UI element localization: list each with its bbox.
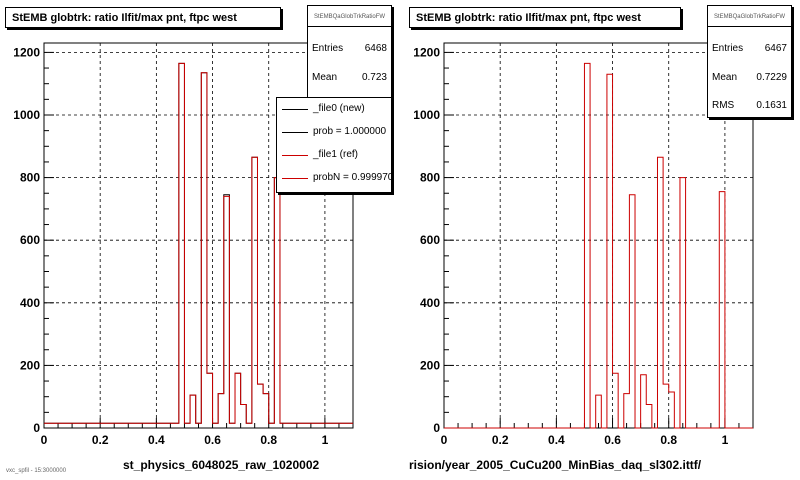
- legend-text-file1: _file1 (ref): [313, 149, 359, 160]
- left-x-axis-title: st_physics_6048025_raw_1020002: [123, 458, 320, 472]
- right-y-tick-label: 600: [420, 233, 440, 247]
- left-x-tick-label: 0.4: [148, 433, 165, 447]
- left-y-tick-label: 600: [20, 233, 40, 247]
- right-y-tick-label: 800: [420, 171, 440, 185]
- right-y-tick-label: 1200: [413, 45, 440, 59]
- left-x-tick-label: 0.6: [204, 433, 221, 447]
- right-y-tick-label: 400: [420, 296, 440, 310]
- left-histogram-pad: 0 200 400 600 800 1000 1200 0 0.2 0.4 0.6 0.8 1 StEM…: [5, 5, 392, 472]
- right-plot-title: StEMB globtrk: ratio Ilfit/max pnt, ftpc…: [409, 7, 681, 28]
- left-x-tick-label: 0.2: [92, 433, 109, 447]
- right-x-tick-label: 0.2: [492, 433, 509, 447]
- legend-line-file1: [282, 155, 308, 156]
- legend-line-probn: [282, 178, 308, 179]
- legend-line-file0: [282, 109, 308, 110]
- legend-line-prob: [282, 132, 308, 133]
- right-stats-mean-value: 0.7229: [756, 72, 787, 83]
- left-stats-entries-value: 6468: [364, 43, 387, 54]
- left-stats-entries-label: Entries: [312, 43, 344, 54]
- left-y-tick-label: 400: [20, 296, 40, 310]
- right-stats-rms-value: 0.1631: [756, 100, 787, 111]
- right-stats-rms-label: RMS: [712, 100, 735, 111]
- right-histogram-pad: 0 200 400 600 800 1000 1200 0 0.2 0.4 0.6 0.8 1 StEM…: [400, 0, 800, 480]
- legend-text-probn: probN = 0.999970: [313, 172, 392, 183]
- right-stats-entries-row: Entries 6467: [712, 43, 787, 54]
- legend-box: _file0 (new) prob = 1.000000 _file1 (ref…: [276, 97, 392, 193]
- footnote-text: vxc_spfil - 15:3000000: [6, 468, 67, 474]
- right-y-tick-label: 0: [433, 421, 440, 435]
- left-y-tick-label: 1000: [13, 108, 40, 122]
- left-stats-mean-label: Mean: [312, 72, 338, 83]
- right-x-axis-title: rision/year_2005_CuCu200_MinBias_daq_sl3…: [409, 458, 702, 472]
- left-x-tick-label: 1: [322, 433, 329, 447]
- right-x-tick-label: 0.8: [660, 433, 677, 447]
- right-x-tick-label: 1: [722, 433, 729, 447]
- right-x-tick-label: 0.4: [548, 433, 565, 447]
- right-stats-header: StEMBQaGlobTrkRatioFW: [708, 6, 791, 27]
- left-y-tick-label: 1200: [13, 45, 40, 59]
- left-plot-title: StEMB globtrk: ratio Ilfit/max pnt, ftpc…: [5, 7, 281, 28]
- legend-entry-file0: _file0 (new): [277, 98, 391, 121]
- left-stats-header: StEMBQaGlobTrkRatioFW: [308, 6, 391, 27]
- right-histogram-plot: 0 200 400 600 800 1000 1200 0 0.2 0.4 0.6 0.8 1: [413, 42, 754, 447]
- right-series-0-histogram-line: [444, 62, 753, 429]
- right-stats-mean-label: Mean: [712, 72, 738, 83]
- left-x-tick-label: 0.8: [260, 433, 277, 447]
- legend-entry-file1: _file1 (ref): [277, 144, 391, 167]
- legend-text-prob: prob = 1.000000: [313, 126, 387, 137]
- right-stats-rms-row: RMS 0.1631: [712, 100, 787, 111]
- right-x-tick-label: 0: [441, 433, 448, 447]
- left-y-tick-label: 200: [20, 358, 40, 372]
- left-x-tick-label: 0: [41, 433, 48, 447]
- right-y-tick-label: 1000: [413, 108, 440, 122]
- right-stats-mean-row: Mean 0.7229: [712, 72, 787, 83]
- left-series-1-histogram-line: [44, 62, 353, 424]
- left-stats-mean-row: Mean 0.723: [312, 72, 387, 83]
- left-histogram-plot: 0 200 400 600 800 1000 1200 0 0.2 0.4 0.6 0.8 1: [13, 42, 354, 447]
- right-stats-entries-label: Entries: [712, 43, 744, 54]
- left-y-tick-label: 0: [33, 421, 40, 435]
- right-x-tick-label: 0.6: [604, 433, 621, 447]
- right-stats-entries-value: 6467: [764, 43, 787, 54]
- left-stats-entries-row: Entries 6468: [312, 43, 387, 54]
- right-stats-box: StEMBQaGlobTrkRatioFW Entries 6467 Mean …: [707, 5, 792, 118]
- legend-entry-prob: prob = 1.000000: [277, 121, 391, 144]
- legend-entry-probn: probN = 0.999970: [277, 167, 392, 190]
- left-y-tick-label: 800: [20, 171, 40, 185]
- left-stats-mean-value: 0.723: [361, 72, 387, 83]
- legend-text-file0: _file0 (new): [313, 103, 365, 114]
- right-y-tick-label: 200: [420, 358, 440, 372]
